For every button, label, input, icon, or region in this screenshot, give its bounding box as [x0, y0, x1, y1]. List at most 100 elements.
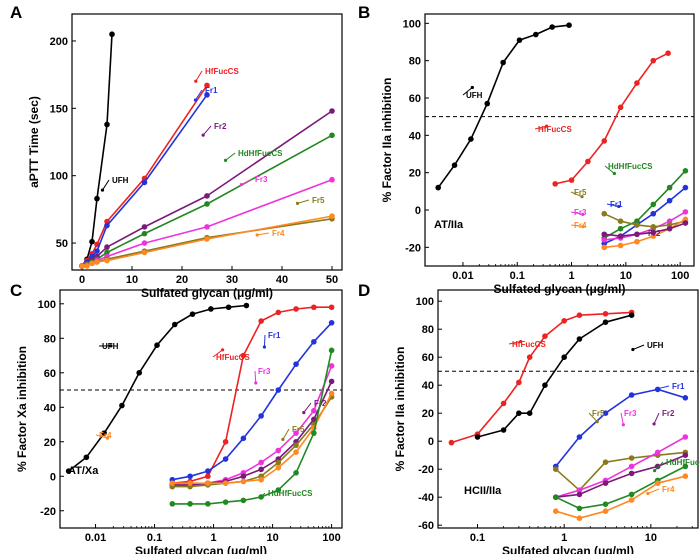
data-point	[258, 318, 264, 324]
series-label: UFH	[647, 341, 664, 350]
plot-frame	[71, 13, 343, 271]
data-point	[65, 468, 72, 474]
data-point	[602, 311, 609, 317]
label-arrow-head	[612, 171, 616, 176]
x-tick-label: 10	[266, 532, 278, 544]
label-arrow	[254, 370, 257, 384]
data-point	[602, 319, 609, 326]
data-point	[104, 249, 110, 256]
label-arrow-head	[109, 344, 113, 348]
data-point	[293, 442, 299, 449]
series-label: Fr4	[272, 229, 285, 238]
label-arrow	[657, 385, 670, 390]
data-point	[329, 176, 335, 183]
data-point	[628, 463, 635, 470]
label-arrow	[297, 199, 310, 204]
series-line	[555, 52, 669, 185]
data-point	[329, 213, 335, 219]
data-point	[474, 434, 481, 440]
data-point	[516, 410, 522, 417]
data-point	[311, 430, 317, 436]
panel-c: C -20 0 20 40 60 80 100 0.01 0.1 1 10 100 Sulfated gl…	[10, 281, 343, 554]
data-point	[552, 494, 559, 501]
label-arrow-head	[221, 348, 225, 352]
x-tick-label: 10	[126, 274, 138, 286]
series-line	[603, 170, 686, 239]
y-tick-label: 100	[416, 296, 434, 308]
series-line	[451, 311, 632, 444]
data-point	[328, 390, 335, 397]
series-ufh: UFH	[474, 312, 664, 440]
data-point	[682, 395, 689, 401]
panel-letter: C	[10, 281, 22, 300]
label-arrow	[241, 178, 253, 186]
data-point	[585, 158, 591, 165]
y-tick-label: -40	[418, 492, 434, 504]
series-line	[81, 110, 333, 267]
data-point	[275, 447, 282, 454]
data-point	[451, 162, 458, 168]
label-arrow	[195, 89, 203, 101]
data-point	[601, 231, 608, 238]
data-point	[169, 501, 176, 507]
label-arrow	[647, 488, 660, 494]
data-point	[516, 379, 522, 386]
plot-frame	[437, 289, 699, 529]
x-tick-label: 0.1	[470, 532, 485, 544]
data-point	[617, 104, 624, 111]
series-fr1: Fr1	[552, 382, 689, 470]
data-point	[576, 336, 583, 342]
assay-label: AT/IIa	[434, 219, 464, 231]
series-fr2: Fr2	[601, 220, 689, 239]
y-tick-label: 80	[409, 56, 421, 68]
data-point	[566, 22, 572, 29]
data-point	[552, 466, 559, 473]
data-point	[654, 463, 661, 470]
data-point	[328, 363, 335, 369]
data-point	[435, 184, 441, 191]
data-point	[526, 354, 533, 361]
series-label: Fr5	[574, 188, 587, 197]
data-point	[104, 257, 110, 264]
y-tick-label: 0	[428, 436, 434, 448]
series-label: HdHfFucCS	[666, 458, 700, 467]
data-point	[634, 238, 640, 245]
label-arrow	[632, 344, 645, 350]
series-hdhffuccs: HdHfFucCS	[601, 162, 689, 241]
y-tick-label: 40	[44, 402, 56, 414]
data-point	[293, 430, 299, 436]
label-arrow-head	[581, 225, 585, 229]
series-label: Fr2	[214, 122, 227, 131]
x-tick-label: 20	[176, 274, 188, 286]
label-arrow	[257, 232, 270, 236]
data-point	[94, 195, 100, 202]
y-tick-label: 80	[422, 324, 434, 336]
data-point	[628, 455, 635, 461]
y-tick-label: 20	[44, 437, 56, 449]
label-arrow-head	[519, 339, 523, 344]
series-line	[555, 436, 686, 498]
x-tick-label: 1	[561, 532, 567, 544]
series-line	[172, 393, 333, 485]
label-arrow-head	[545, 124, 549, 128]
series-label: Fr1	[205, 86, 218, 95]
label-arrow	[606, 203, 619, 207]
data-point	[293, 449, 299, 455]
data-point	[141, 249, 148, 256]
data-point	[293, 306, 299, 312]
series-label: HfFucCS	[216, 353, 250, 362]
series-label: HfFucCS	[512, 340, 546, 349]
data-point	[243, 302, 250, 309]
y-tick-label: 60	[44, 368, 56, 380]
series-hdhffuccs: HdHfFucCS	[79, 132, 335, 269]
data-point	[187, 501, 193, 507]
data-point	[576, 312, 583, 319]
label-arrow	[570, 191, 583, 198]
y-axis-title: % Factor Xa inhibition	[15, 346, 29, 472]
label-arrow-head	[581, 212, 585, 216]
data-point	[617, 233, 624, 239]
label-arrow	[508, 340, 521, 345]
series-line	[555, 465, 686, 510]
series-label: Fr5	[592, 409, 605, 418]
data-point	[136, 369, 143, 376]
